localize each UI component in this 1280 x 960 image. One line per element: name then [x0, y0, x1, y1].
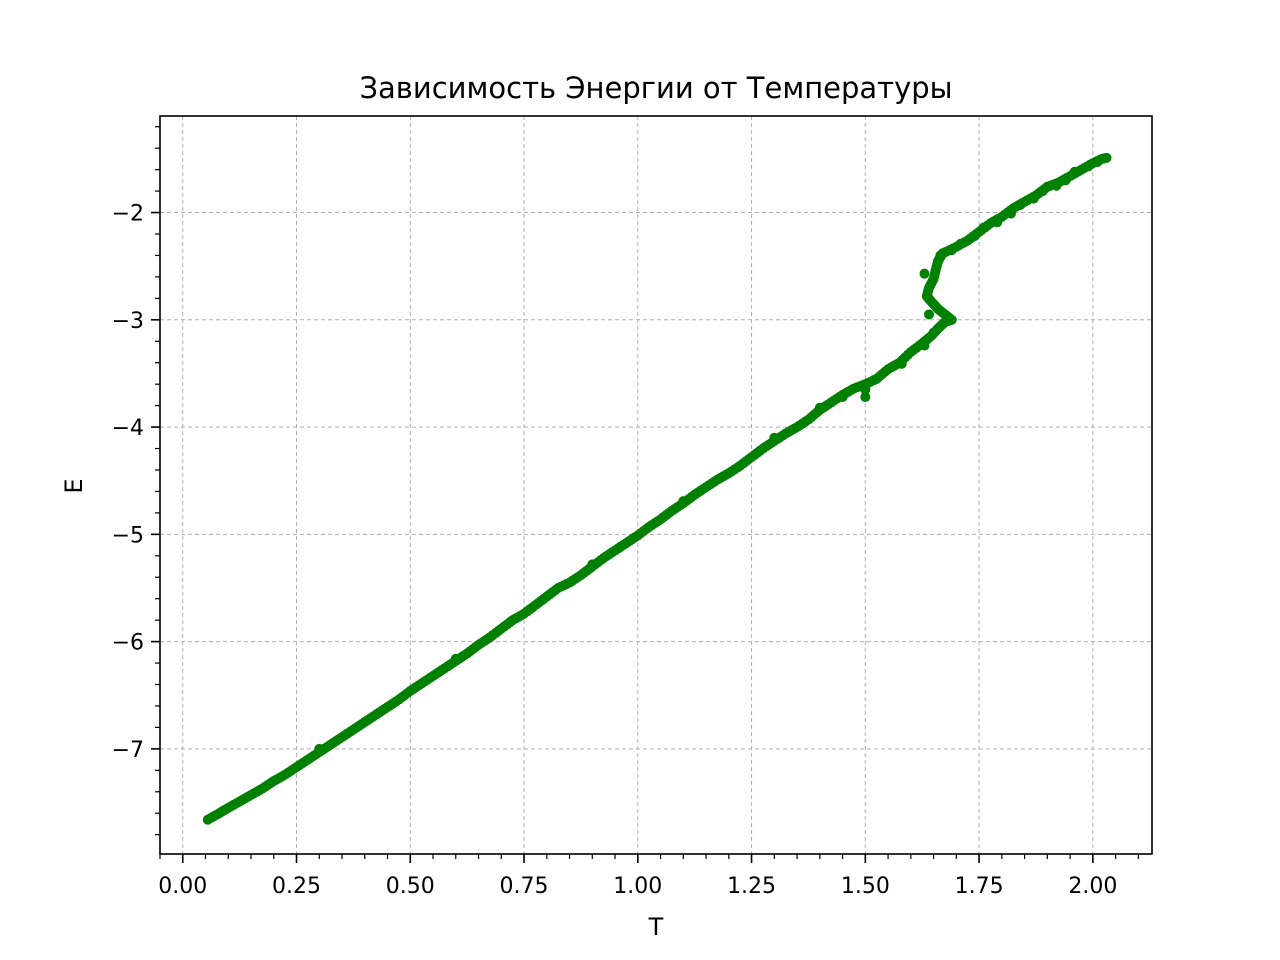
x-tick-label: 2.00 [1068, 874, 1117, 899]
x-tick-label: 1.75 [955, 874, 1004, 899]
data-point [1037, 186, 1048, 197]
x-axis-ticks: 0.00 0.25 0.50 0.75 1.00 1.25 1.50 1.75 2.00 [158, 854, 1139, 899]
data-point [946, 245, 957, 256]
x-tick-label: 0.00 [158, 874, 207, 899]
y-tick-label: −6 [112, 631, 144, 656]
data-point [869, 374, 880, 385]
data-point [314, 743, 325, 754]
data-point [1060, 175, 1071, 186]
x-tick-label: 1.00 [613, 874, 662, 899]
data-point [935, 250, 946, 261]
data-point [587, 559, 598, 570]
data-point [860, 392, 871, 403]
data-point [450, 653, 461, 664]
x-tick-label: 0.25 [272, 874, 321, 899]
y-axis-label: E [60, 478, 88, 493]
data-point [928, 327, 939, 338]
data-point [1083, 161, 1094, 172]
data-point [955, 238, 966, 249]
data-point [814, 402, 825, 413]
data-point [1051, 180, 1062, 191]
data-point [1005, 208, 1016, 219]
grid-lines [160, 116, 1152, 854]
y-tick-label: −3 [112, 309, 144, 334]
x-axis-label: T [648, 913, 664, 941]
y-tick-label: −5 [112, 523, 144, 548]
x-tick-label: 0.75 [500, 874, 549, 899]
data-point [837, 392, 848, 403]
data-point [896, 358, 907, 369]
data-point [978, 222, 989, 233]
x-tick-label: 0.50 [386, 874, 435, 899]
data-point [1092, 157, 1103, 168]
data-points [202, 152, 1112, 825]
data-point [1101, 152, 1112, 163]
data-point [1015, 200, 1026, 211]
chart-title: Зависимость Энергии от Температуры [359, 71, 952, 105]
data-point [919, 340, 930, 351]
y-tick-label: −2 [112, 202, 144, 227]
data-point [919, 268, 930, 279]
y-axis-ticks: −7 −6 −5 −4 −3 −2 [112, 126, 160, 836]
data-point [1028, 193, 1039, 204]
y-tick-label: −7 [112, 738, 144, 763]
data-point [992, 217, 1003, 228]
data-point [924, 309, 935, 320]
data-point [769, 432, 780, 443]
data-point [678, 496, 689, 507]
x-tick-label: 1.50 [841, 874, 890, 899]
data-point [969, 231, 980, 242]
data-point [860, 384, 871, 395]
plot-frame [159, 115, 1153, 855]
y-tick-label: −4 [112, 416, 144, 441]
data-point [1069, 166, 1080, 177]
x-tick-label: 1.25 [727, 874, 776, 899]
